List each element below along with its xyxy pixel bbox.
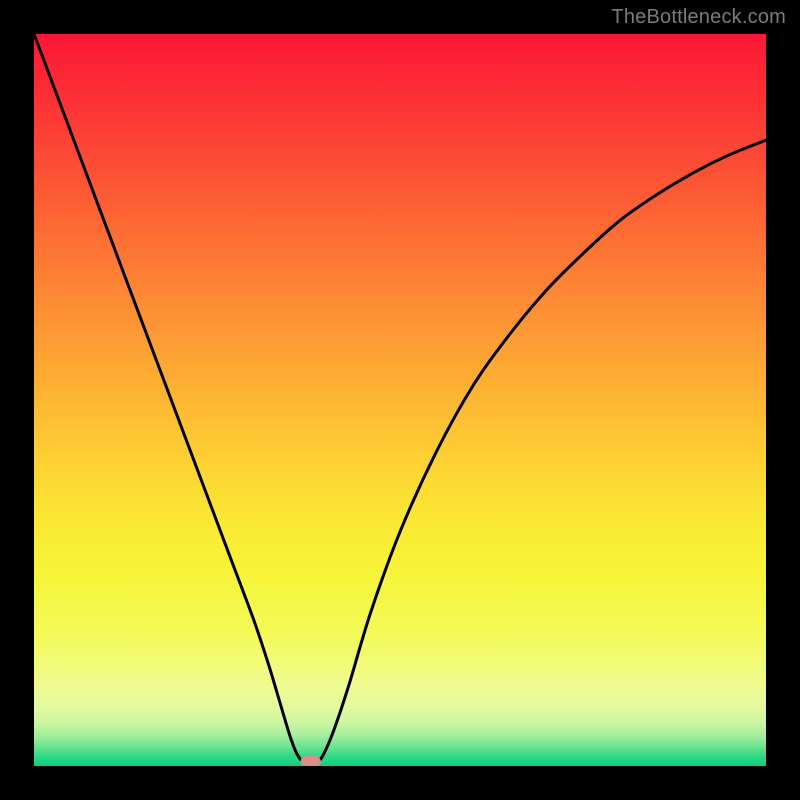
gradient-background xyxy=(34,34,766,766)
watermark-text: TheBottleneck.com xyxy=(611,6,786,29)
plot-area xyxy=(34,34,766,766)
bottleneck-curve-chart xyxy=(34,34,766,766)
chart-frame: TheBottleneck.com xyxy=(0,0,800,800)
